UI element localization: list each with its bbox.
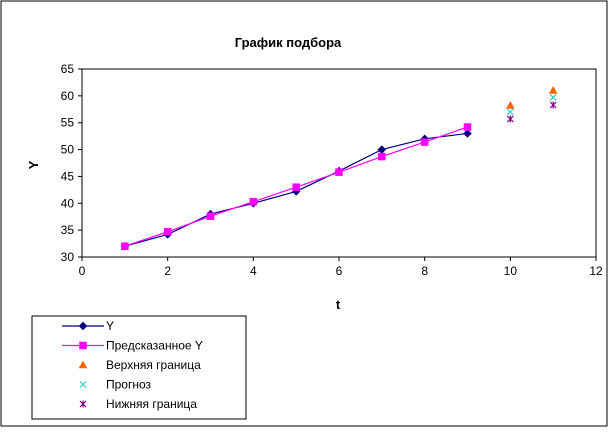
legend-marker [79,400,87,408]
legend-label: Предсказанное Y [106,339,203,353]
x-tick-label: 8 [421,264,428,278]
series-2 [121,123,472,251]
legend-item: Нижняя граница [79,397,197,411]
data-point [206,212,215,220]
legend-item: Y [62,319,114,333]
x-tick-label: 6 [336,264,343,278]
chart-title: График подбора [235,35,342,50]
x-tick-label: 4 [250,264,257,278]
x-tick-label: 12 [589,264,603,278]
legend-box [31,315,247,420]
y-tick-label: 40 [61,196,75,210]
data-point [121,242,129,251]
y-axis-label: Y [26,160,41,169]
series-4 [506,94,557,116]
data-point [335,168,343,176]
data-point [506,115,514,123]
data-point [163,228,172,236]
plot-area [81,68,597,258]
legend-item: Предсказанное Y [62,339,203,353]
series-layer [120,85,558,251]
data-point [549,94,557,101]
data-point [463,123,472,131]
x-tick-label: 0 [79,264,86,278]
series-3 [505,85,558,109]
x-tick-label: 10 [504,264,518,278]
data-point [549,101,557,109]
legend-label: Прогноз [106,378,152,392]
y-tick-label: 55 [61,116,75,130]
y-tick-label: 30 [61,250,75,264]
data-point [249,197,258,206]
legend-marker [78,360,88,369]
marker-stroke [506,108,514,116]
marker-stroke [79,381,87,388]
y-tick-label: 65 [61,62,75,76]
legend-label: Верхняя граница [106,358,201,372]
x-axis-label: t [336,297,341,312]
legend: Y Предсказанное Y Верхняя граница Прогноз Ни… [62,319,203,411]
legend-item: Верхняя граница [78,358,201,372]
data-point [378,152,386,161]
legend-label: Y [106,319,114,333]
data-point [548,85,558,94]
marker-stroke [549,94,557,101]
data-point [505,101,515,109]
axes: 30 35 40 45 50 55 60 65 0 2 4 6 8 10 12 [61,62,603,278]
legend-label: Нижняя граница [106,397,197,411]
x-tick-label: 2 [164,264,171,278]
y-tick-label: 60 [61,89,75,103]
series-5 [506,101,557,123]
data-point [420,138,429,146]
y-tick-label: 35 [61,223,75,237]
y-tick-label: 45 [61,169,75,183]
data-point [506,108,514,116]
legend-marker [78,321,88,331]
legend-item: Прогноз [79,378,152,392]
legend-marker [79,381,87,388]
y-tick-label: 50 [61,143,75,157]
legend-marker [79,341,87,350]
data-point [463,129,472,138]
data-point [292,183,300,191]
